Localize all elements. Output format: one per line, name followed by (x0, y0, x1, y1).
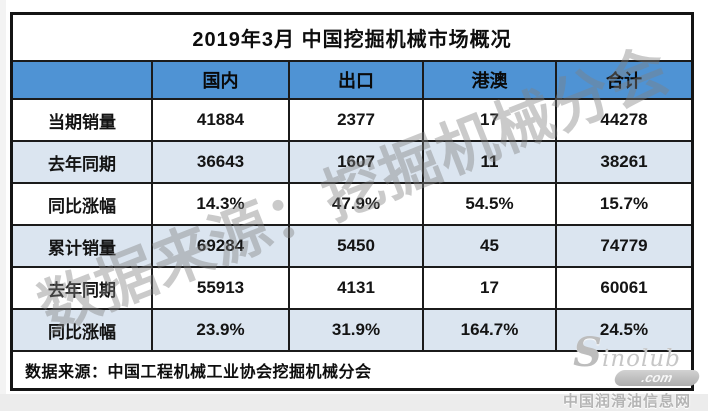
table-header-row: 国内 出口 港澳 合计 (13, 60, 691, 98)
data-cell: 14.3% (151, 184, 288, 224)
data-cell: 38261 (555, 142, 691, 182)
data-cell: 54.5% (422, 184, 555, 224)
header-cell-hk-macau: 港澳 (422, 62, 555, 98)
data-cell: 41884 (151, 100, 288, 140)
table-row: 去年同期 36643 1607 11 38261 (13, 140, 691, 182)
row-label: 累计销量 (48, 238, 116, 258)
data-cell: 17 (422, 100, 555, 140)
data-cell: 1607 (288, 142, 422, 182)
header-cell-total: 合计 (555, 62, 691, 98)
data-cell: 23.9% (151, 310, 288, 350)
data-cell: 17 (422, 268, 555, 308)
row-label: 去年同期 (48, 154, 116, 174)
data-cell: 44278 (555, 100, 691, 140)
header-cell-blank (13, 62, 151, 98)
data-source-note: 数据来源：中国工程机械工业协会挖掘机械分会 (13, 350, 691, 388)
row-label: 同比涨幅 (48, 322, 116, 342)
data-cell: 4131 (288, 268, 422, 308)
data-cell: 24.5% (555, 310, 691, 350)
data-cell: 5450 (288, 226, 422, 266)
data-cell: 31.9% (288, 310, 422, 350)
data-cell: 74779 (555, 226, 691, 266)
data-cell: 60061 (555, 268, 691, 308)
table-row: 去年同期 55913 4131 17 60061 (13, 266, 691, 308)
data-cell: 69284 (151, 226, 288, 266)
data-cell: 15.7% (555, 184, 691, 224)
data-cell: 55913 (151, 268, 288, 308)
row-label: 去年同期 (48, 280, 116, 300)
table-row: 同比涨幅 14.3% 47.9% 54.5% 15.7% (13, 182, 691, 224)
header-cell-domestic: 国内 (151, 62, 288, 98)
row-label: 同比涨幅 (48, 196, 116, 216)
data-cell: 36643 (151, 142, 288, 182)
page-bottom-strip (0, 394, 708, 411)
market-overview-table: 2019年3月 中国挖掘机械市场概况 国内 出口 港澳 合计 当期销量 4188… (10, 12, 694, 391)
table-row: 当期销量 41884 2377 17 44278 (13, 98, 691, 140)
table-row: 同比涨幅 23.9% 31.9% 164.7% 24.5% (13, 308, 691, 350)
data-cell: 2377 (288, 100, 422, 140)
table-title: 2019年3月 中国挖掘机械市场概况 (13, 15, 691, 60)
data-cell: 164.7% (422, 310, 555, 350)
table-row: 累计销量 69284 5450 45 74779 (13, 224, 691, 266)
row-label: 当期销量 (48, 112, 116, 132)
header-cell-export: 出口 (288, 62, 422, 98)
data-cell: 47.9% (288, 184, 422, 224)
data-cell: 11 (422, 142, 555, 182)
data-cell: 45 (422, 226, 555, 266)
